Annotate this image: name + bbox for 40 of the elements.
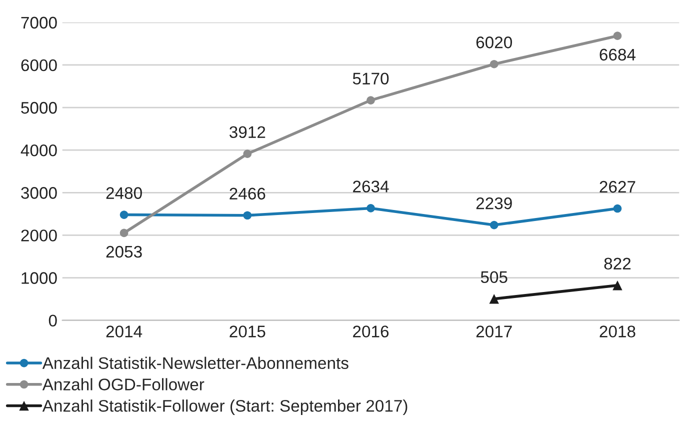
point bbox=[366, 96, 375, 104]
point bbox=[613, 204, 622, 213]
legend-label: Anzahl OGD-Follower bbox=[42, 378, 204, 390]
point bbox=[613, 32, 622, 40]
point bbox=[612, 280, 622, 290]
data-label: 6684 bbox=[600, 48, 636, 61]
x-tick-label: 2016 bbox=[353, 326, 389, 338]
point bbox=[243, 211, 252, 220]
y-tick-label: 0 bbox=[48, 314, 57, 327]
data-label: 3912 bbox=[230, 126, 266, 138]
data-label: 2627 bbox=[600, 180, 636, 193]
data-label: 2480 bbox=[106, 187, 142, 199]
point bbox=[490, 220, 498, 230]
data-label: 2239 bbox=[476, 197, 512, 210]
point bbox=[120, 228, 128, 238]
y-tick-label: 1000 bbox=[22, 272, 57, 284]
point bbox=[243, 150, 252, 158]
y-tick-label: 4000 bbox=[20, 144, 57, 156]
data-label: 2466 bbox=[230, 188, 266, 200]
point bbox=[490, 60, 498, 68]
x-tick-label: 2014 bbox=[106, 326, 142, 338]
point bbox=[366, 204, 375, 212]
x-tick-label: 2017 bbox=[476, 326, 512, 338]
y-tick-label: 3000 bbox=[21, 187, 57, 199]
data-label: 5170 bbox=[352, 72, 389, 84]
y-tick-label: 5000 bbox=[21, 102, 57, 114]
data-label: 6020 bbox=[476, 36, 512, 48]
x-tick-label: 2015 bbox=[230, 326, 266, 338]
legend-label: Anzahl Statistik-Newsletter-Abonnements bbox=[42, 356, 348, 370]
legend-label: Anzahl Statistik-Follower (Start: September 2017) bbox=[42, 400, 408, 416]
data-label: 2634 bbox=[353, 180, 389, 192]
point bbox=[120, 210, 128, 219]
y-tick-label: 7000 bbox=[21, 16, 57, 29]
data-label: 505 bbox=[480, 271, 508, 284]
point bbox=[489, 294, 499, 304]
x-tick-label: 2018 bbox=[600, 326, 636, 338]
y-tick-label: 2000 bbox=[21, 230, 57, 242]
data-label: 2053 bbox=[106, 246, 142, 258]
data-label: 822 bbox=[604, 258, 631, 270]
y-tick-label: 6000 bbox=[21, 59, 57, 72]
